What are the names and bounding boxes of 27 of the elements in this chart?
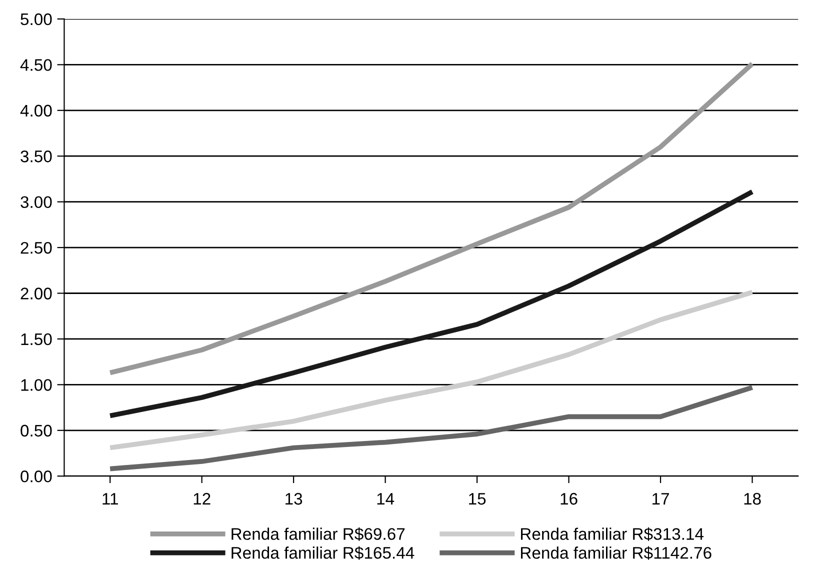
y-tick-label: 5.00 (20, 13, 52, 26)
line-series (108, 61, 755, 376)
line-series (108, 384, 755, 472)
x-tick-label: 13 (286, 492, 302, 505)
x-tick-label: 14 (377, 493, 394, 505)
y-tick-label: 2.00 (20, 288, 52, 300)
legend-label: Renda familiar R$313.14 (521, 527, 704, 541)
x-tick-label: 11 (102, 493, 118, 505)
y-tick-label: 3.00 (20, 196, 52, 208)
legend-label: Renda familiar R$69.67 (232, 527, 405, 541)
legend-label: Renda familiar R$165.44 (232, 546, 414, 560)
y-tick-label: 0.50 (20, 424, 52, 437)
line-series (108, 189, 755, 418)
legend-label: Renda familiar R$1142.76 (521, 546, 712, 560)
y-tick-label: 4.50 (20, 59, 52, 71)
x-tick-label: 16 (560, 492, 578, 505)
line-series (108, 290, 755, 450)
x-tick-label: 12 (194, 492, 210, 505)
y-tick-label: 2.50 (20, 242, 52, 254)
y-tick-label: 0.00 (20, 470, 52, 482)
x-tick-label: 15 (469, 493, 486, 505)
x-tick-label: 17 (652, 493, 669, 505)
y-tick-label: 1.50 (21, 333, 52, 346)
y-tick-label: 1.00 (21, 379, 52, 391)
y-tick-label: 3.50 (20, 150, 52, 162)
x-tick-label: 18 (744, 492, 761, 505)
y-tick-label: 4.00 (20, 104, 52, 117)
